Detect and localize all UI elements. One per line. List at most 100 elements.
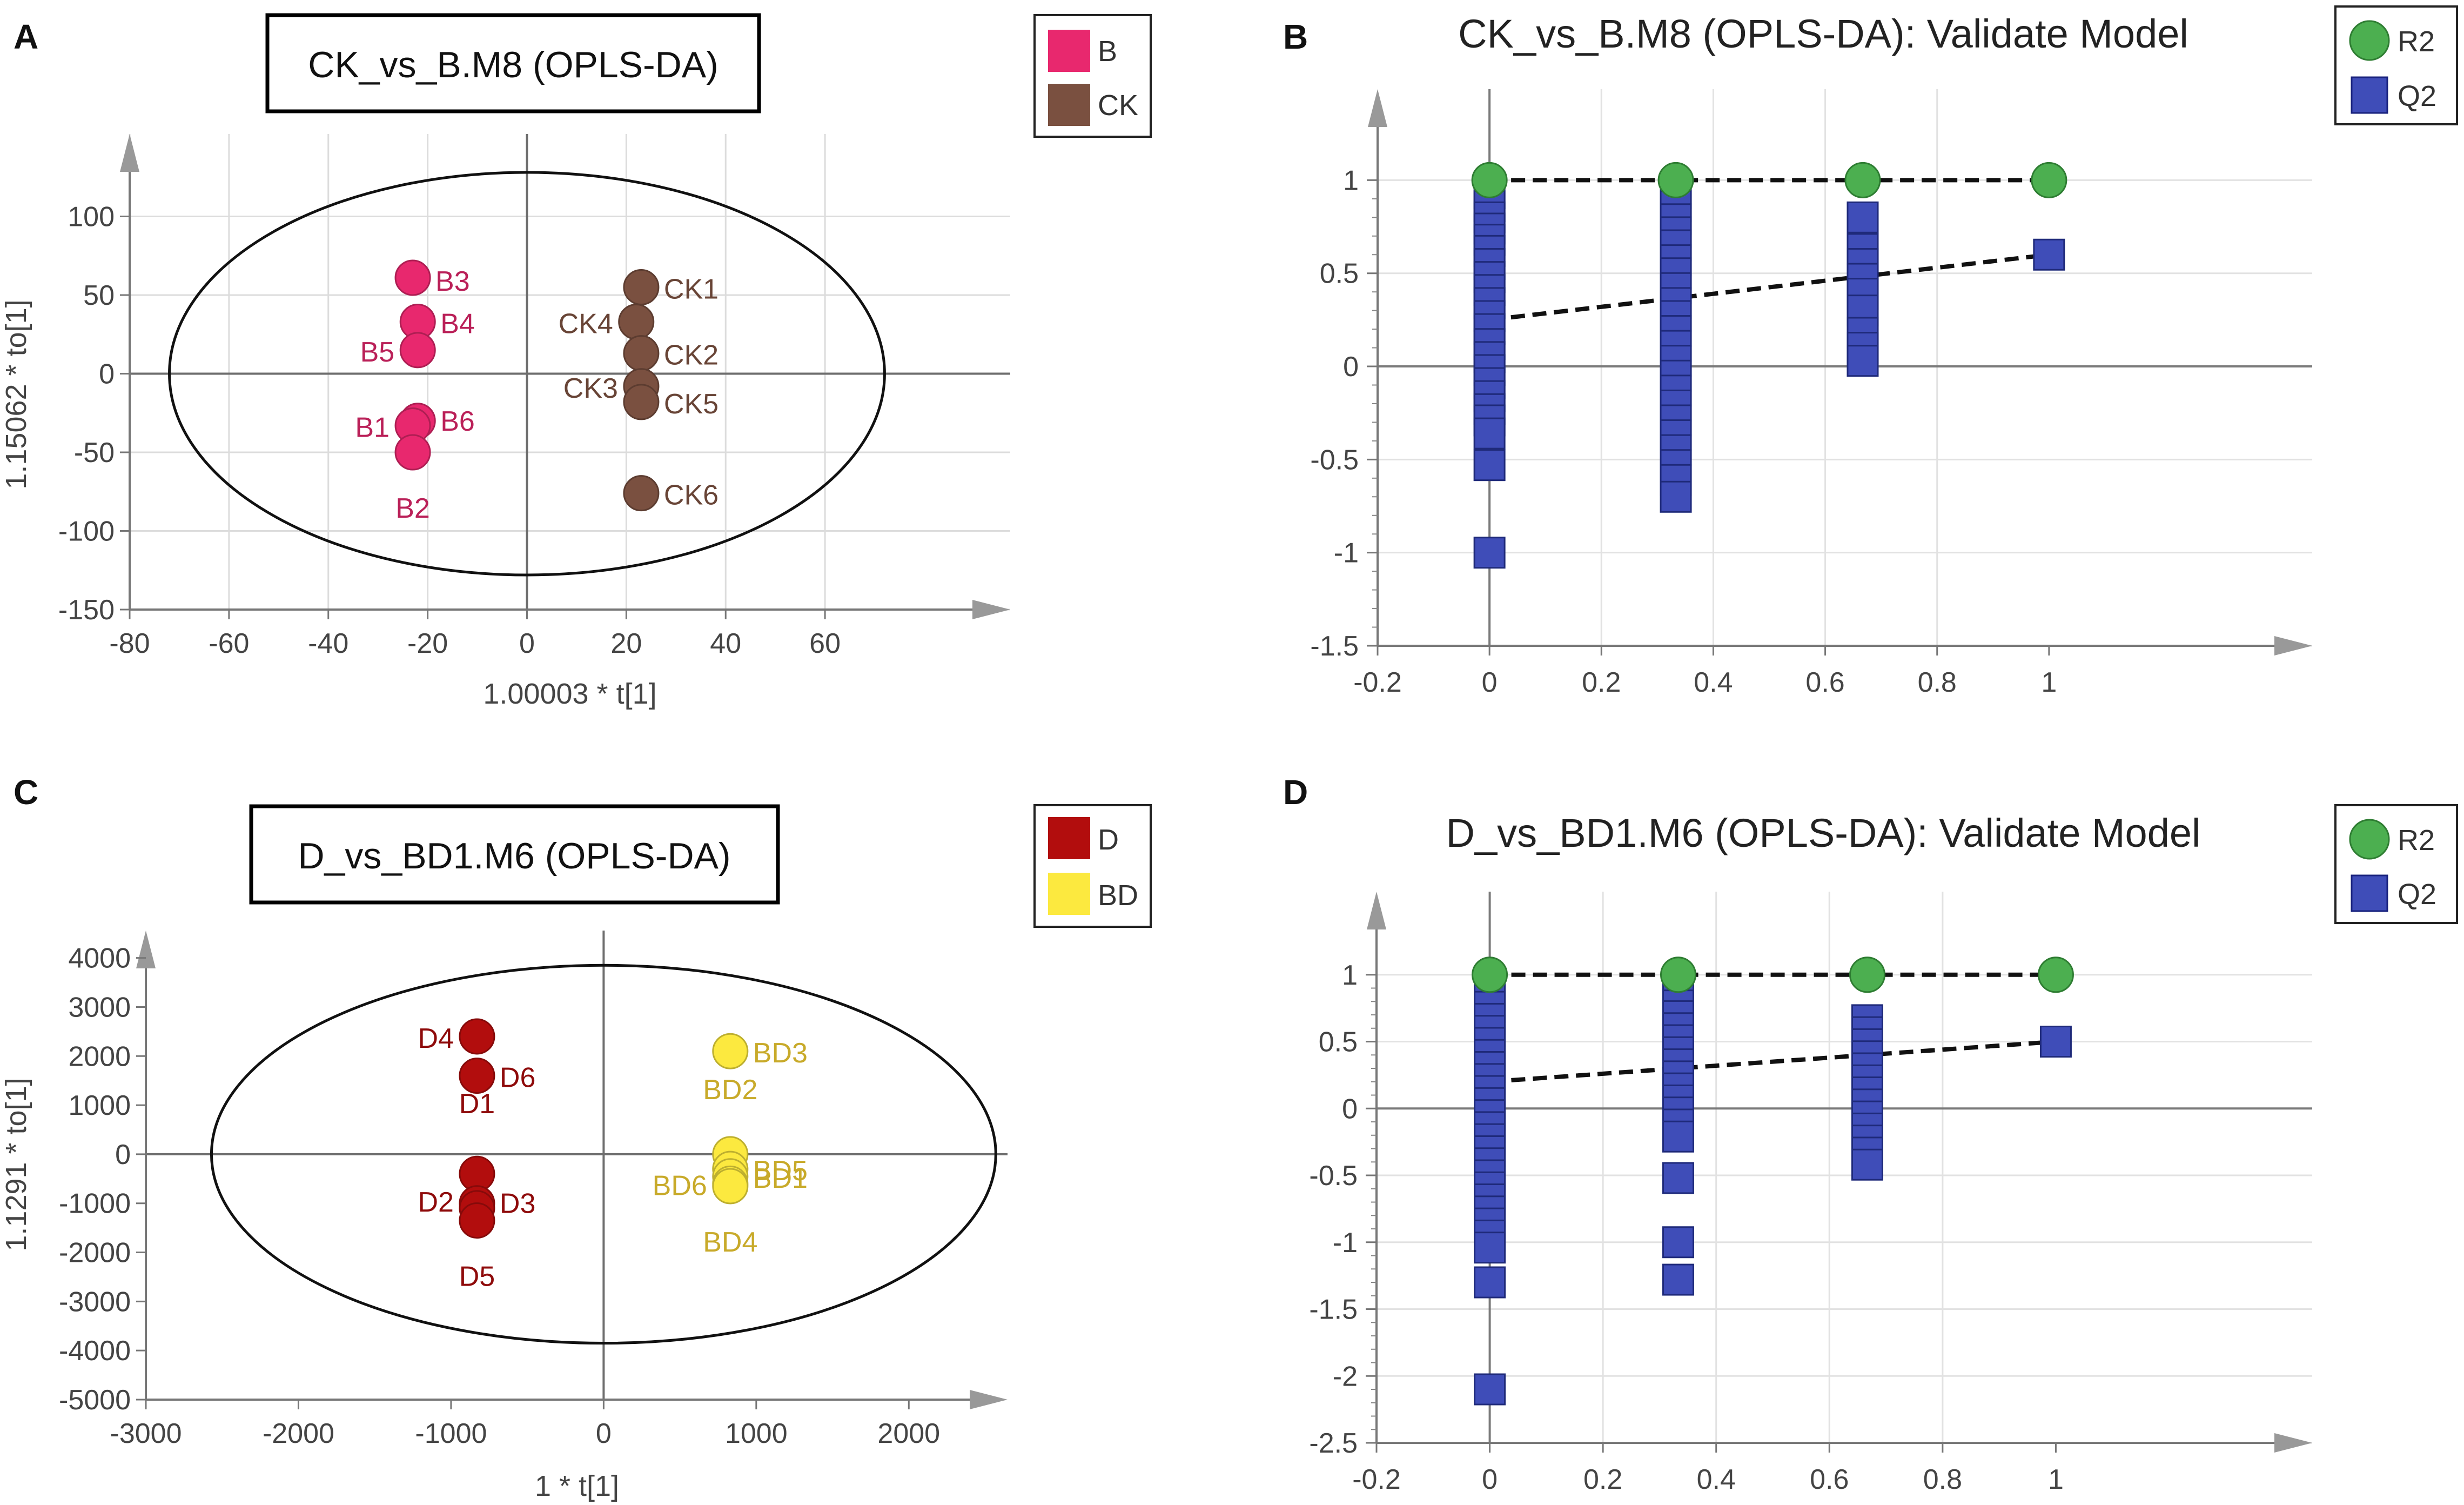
y-tick-label: -0.5 xyxy=(1310,444,1359,476)
x-axis-label: 1.00003 * t[1] xyxy=(483,678,656,710)
legend-marker-r2 xyxy=(2349,20,2390,61)
x-tick-label: 0.6 xyxy=(1805,667,1844,698)
q2-line xyxy=(1489,252,2050,322)
q2-point xyxy=(1662,1226,1695,1259)
point-label: BD2 xyxy=(703,1074,757,1106)
panel-letter: C xyxy=(14,773,38,812)
plot-area: -0.2 0 0.2 0.4 0.6 0.8 1 -2.5 -2 -1.5 -1 -0.5 0 0.5 1 xyxy=(1309,892,2312,1495)
x-tick-label: -40 xyxy=(308,628,348,659)
x-tick-label: 0 xyxy=(1482,667,1498,698)
title-box xyxy=(249,804,780,905)
y-tick-label: -1.5 xyxy=(1309,1294,1358,1326)
legend-label-b: B xyxy=(1098,35,1117,68)
point-label: BD4 xyxy=(703,1227,757,1258)
legend-marker-q2 xyxy=(2351,76,2388,114)
r2-point xyxy=(1849,956,1885,993)
r2-point xyxy=(1660,956,1697,993)
q2-point xyxy=(1662,1162,1695,1194)
x-tick-label: -3000 xyxy=(110,1418,182,1449)
q2-point xyxy=(1474,1232,1506,1264)
x-tick-label: 0 xyxy=(1482,1464,1498,1495)
data-point xyxy=(623,475,660,512)
point-label: D6 xyxy=(500,1062,535,1094)
data-point xyxy=(712,1033,749,1069)
point-label: CK1 xyxy=(664,273,719,305)
x-tick-label: 20 xyxy=(610,628,642,659)
point-label: BD5 xyxy=(753,1155,808,1187)
data-point xyxy=(712,1168,749,1205)
q2-point xyxy=(1660,480,1692,513)
y-tick-label: -100 xyxy=(58,516,115,547)
legend: R2 Q2 xyxy=(2334,5,2458,125)
x-tick-label: 0.4 xyxy=(1694,667,1733,698)
point-label: D2 xyxy=(418,1187,453,1218)
point-label: CK6 xyxy=(664,480,719,511)
x-tick-label: -0.2 xyxy=(1352,1464,1401,1495)
legend-swatch-d xyxy=(1048,817,1090,859)
data-point xyxy=(394,434,431,471)
q2-point xyxy=(1847,201,1879,233)
y-tick-label: 1 xyxy=(1342,960,1358,991)
legend-swatch-bd xyxy=(1048,873,1090,915)
r2-point xyxy=(1657,162,1694,198)
point-label: BD3 xyxy=(753,1038,808,1069)
x-axis-label: 1 * t[1] xyxy=(535,1470,619,1502)
chart-title: CK_vs_B.M8 (OPLS-DA): Validate Model xyxy=(1458,11,2188,56)
r2-point xyxy=(1844,162,1881,198)
y-tick-label: 0.5 xyxy=(1319,1027,1358,1058)
x-axis-arrow xyxy=(2274,636,2312,655)
x-axis-arrow xyxy=(972,600,1010,619)
legend: D BD xyxy=(1033,804,1152,928)
x-tick-label: -60 xyxy=(209,628,249,659)
data-point xyxy=(623,335,660,372)
point-label: BD1 xyxy=(753,1163,808,1194)
q2-point xyxy=(1473,417,1506,450)
legend-marker-q2 xyxy=(2351,874,2388,912)
q2-point xyxy=(2033,238,2065,271)
q2-line xyxy=(1489,1039,2056,1084)
data-point xyxy=(459,1018,495,1055)
x-axis-arrow xyxy=(970,1390,1008,1409)
y-tick-label: 0.5 xyxy=(1320,258,1359,290)
x-tick-label: 0.2 xyxy=(1582,667,1621,698)
y-tick-label: -3000 xyxy=(59,1286,131,1317)
y-tick-label: -1 xyxy=(1333,1227,1358,1259)
legend-label-bd: BD xyxy=(1098,879,1138,912)
x-tick-label: 0.8 xyxy=(1918,667,1957,698)
data-point xyxy=(459,1058,495,1094)
point-label: B3 xyxy=(435,266,470,297)
q2-point xyxy=(1847,345,1879,377)
r2-point xyxy=(2031,162,2067,198)
x-tick-label: -1000 xyxy=(415,1418,487,1449)
data-point xyxy=(623,384,660,420)
q2-point xyxy=(1474,1373,1506,1406)
plot-area: -3000 -2000 -1000 0 1000 2000 -5000 -4000 -3000 -… xyxy=(59,931,1008,1449)
legend-label-d: D xyxy=(1098,824,1119,856)
y-axis-label: 1.1291 * to[1] xyxy=(0,1078,32,1251)
y-tick-label: 0 xyxy=(1343,351,1359,383)
panel-a-score-plot: A CK_vs_B.M8 (OPLS-DA) 1.00003 * t[1] 1.… xyxy=(0,13,1152,710)
point-label: B2 xyxy=(395,493,430,524)
x-tick-label: 0.8 xyxy=(1923,1464,1962,1495)
q2-point xyxy=(2039,1026,2072,1058)
y-axis-arrow xyxy=(1368,89,1387,127)
y-tick-label: 4000 xyxy=(68,943,131,974)
plot-area: -80 -60 -40 -20 0 20 40 60 -150 -100 -50 0 50 100 B3 B4… xyxy=(58,134,1010,659)
legend: B CK xyxy=(1033,14,1152,138)
plot-area: -0.2 0 0.2 0.4 0.6 0.8 1 -1.5 -1 -0.5 0 0.5 1 xyxy=(1310,89,2312,698)
q2-point xyxy=(1851,1148,1883,1181)
y-tick-label: 100 xyxy=(68,202,115,233)
chart-title: D_vs_BD1.M6 (OPLS-DA): Validate Model xyxy=(1446,811,2201,855)
point-label: B1 xyxy=(355,412,390,444)
y-axis-arrow xyxy=(120,134,139,172)
r2-point xyxy=(2037,956,2074,993)
x-tick-label: 40 xyxy=(710,628,741,659)
x-tick-label: -0.2 xyxy=(1353,667,1402,698)
x-tick-label: -80 xyxy=(109,628,150,659)
point-label: CK3 xyxy=(563,373,618,404)
panel-letter: B xyxy=(1283,17,1308,56)
y-tick-label: -1000 xyxy=(59,1188,131,1220)
legend-label-r2: R2 xyxy=(2398,824,2435,857)
x-tick-label: 2000 xyxy=(877,1418,940,1449)
